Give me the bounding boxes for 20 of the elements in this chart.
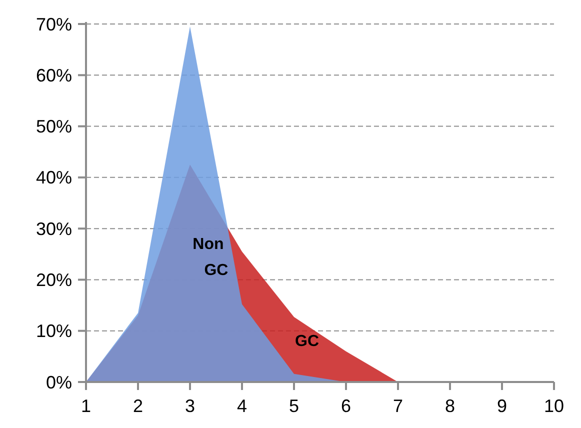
x-tick-label: 3 <box>184 396 196 416</box>
series-label: Non GC <box>192 236 229 280</box>
y-tick-label: 20% <box>36 270 72 290</box>
x-tick-label: 4 <box>236 396 248 416</box>
y-tick-label: 40% <box>36 168 72 188</box>
y-tick-label: 0% <box>46 372 72 392</box>
x-tick-label: 1 <box>80 396 92 416</box>
series-label: GC <box>295 333 320 350</box>
y-tick-label: 70% <box>36 14 72 34</box>
x-tick-label: 7 <box>392 396 404 416</box>
y-tick-label: 10% <box>36 321 72 342</box>
x-tick-label: 9 <box>496 396 508 416</box>
x-tick-label: 10 <box>544 396 564 416</box>
x-tick-label: 8 <box>444 396 456 416</box>
x-tick-label: 5 <box>288 396 300 416</box>
y-tick-label: 50% <box>36 116 72 137</box>
x-tick-label: 2 <box>132 396 144 416</box>
y-tick-label: 60% <box>36 65 72 86</box>
x-tick-label: 6 <box>340 396 352 416</box>
y-tick-label: 30% <box>36 218 72 239</box>
